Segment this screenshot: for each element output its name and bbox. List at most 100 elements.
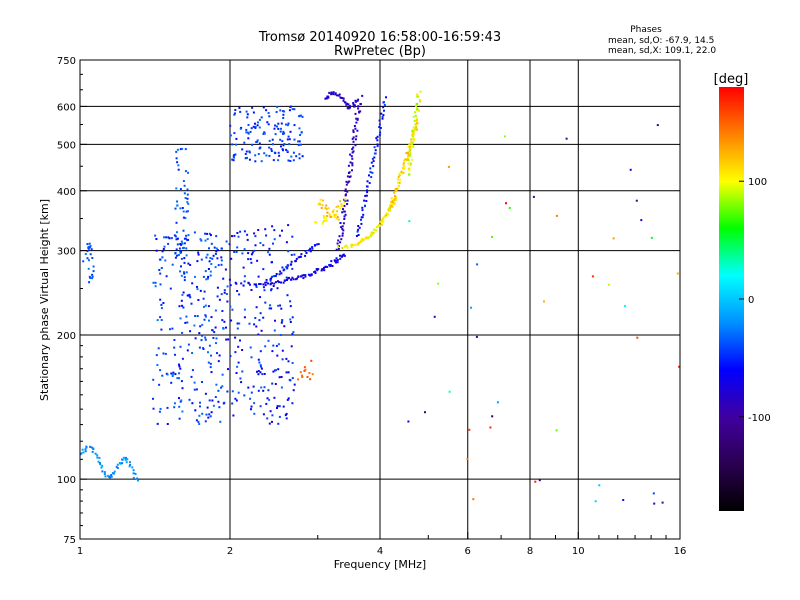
data-point: [261, 373, 264, 376]
data-point: [271, 138, 274, 141]
data-point: [176, 231, 178, 234]
data-point: [217, 400, 220, 403]
data-point: [156, 422, 159, 425]
data-point: [411, 158, 414, 161]
data-point: [204, 304, 207, 307]
data-point: [286, 264, 289, 267]
data-point: [100, 466, 103, 469]
data-point: [82, 260, 85, 263]
data-point: [103, 473, 106, 476]
data-point: [340, 205, 343, 208]
data-point: [346, 175, 349, 178]
data-point: [174, 252, 177, 254]
data-point: [214, 266, 217, 269]
y-tick-label: 300: [57, 247, 76, 258]
data-point: [209, 274, 212, 277]
data-point: [331, 210, 334, 213]
data-point: [242, 284, 245, 287]
data-point: [254, 127, 257, 129]
data-point: [162, 352, 165, 355]
data-points: [79, 90, 681, 505]
data-point: [243, 141, 246, 144]
data-point: [357, 107, 360, 110]
data-point: [234, 112, 236, 115]
data-point: [250, 127, 253, 130]
data-point: [184, 217, 187, 220]
data-point: [353, 125, 356, 127]
data-point: [254, 125, 257, 128]
data-point: [92, 270, 95, 273]
data-point: [198, 346, 201, 349]
data-point: [349, 106, 351, 109]
data-point: [329, 265, 332, 268]
data-point: [269, 279, 272, 282]
colorbar-ticks: 100 0 -100: [739, 177, 771, 424]
data-point: [336, 210, 339, 213]
data-point: [179, 148, 182, 151]
data-point: [170, 381, 173, 384]
data-point: [134, 472, 137, 475]
data-point: [227, 338, 230, 341]
data-point: [256, 139, 259, 142]
data-point: [97, 460, 100, 463]
data-point: [307, 273, 310, 276]
data-point: [216, 286, 219, 289]
data-point: [300, 253, 303, 256]
data-point: [322, 199, 324, 202]
data-point: [346, 203, 349, 205]
data-point: [89, 245, 92, 248]
data-point: [416, 119, 418, 121]
data-point: [235, 251, 238, 253]
data-point: [154, 234, 157, 237]
data-point: [218, 354, 221, 357]
data-point: [320, 207, 323, 209]
data-point: [185, 234, 188, 237]
data-point: [262, 244, 265, 247]
data-point: [320, 269, 323, 272]
data-point: [594, 500, 597, 503]
data-point: [340, 203, 343, 206]
data-point: [412, 145, 415, 148]
data-point: [194, 337, 197, 340]
data-point: [304, 250, 307, 252]
data-point: [201, 381, 203, 383]
data-point: [181, 357, 184, 360]
data-point: [156, 319, 159, 322]
data-point: [365, 200, 368, 202]
data-point: [287, 397, 290, 400]
data-point: [282, 117, 285, 119]
data-point: [389, 209, 392, 212]
data-point: [180, 399, 183, 402]
data-point: [250, 356, 253, 359]
data-point: [182, 246, 185, 249]
data-point: [652, 492, 655, 495]
data-point: [248, 151, 251, 154]
data-point: [256, 370, 258, 373]
data-point: [178, 417, 181, 420]
data-point: [383, 101, 385, 104]
data-point: [129, 464, 132, 466]
data-point: [274, 319, 276, 322]
data-point: [281, 266, 284, 269]
data-point: [220, 293, 223, 296]
data-point: [489, 426, 492, 429]
data-point: [242, 266, 245, 269]
data-point: [194, 409, 197, 412]
data-point: [213, 246, 216, 249]
data-point: [286, 267, 289, 270]
data-point: [281, 229, 283, 232]
data-point: [296, 277, 298, 280]
data-point: [299, 143, 302, 146]
data-point: [608, 283, 610, 286]
data-point: [407, 153, 410, 156]
data-point: [89, 246, 92, 249]
data-point: [215, 337, 218, 340]
data-point: [256, 259, 259, 262]
data-point: [368, 182, 371, 184]
data-point: [297, 378, 300, 381]
data-point: [159, 283, 162, 286]
data-point: [250, 289, 253, 291]
data-point: [247, 282, 250, 285]
data-point: [279, 138, 282, 141]
